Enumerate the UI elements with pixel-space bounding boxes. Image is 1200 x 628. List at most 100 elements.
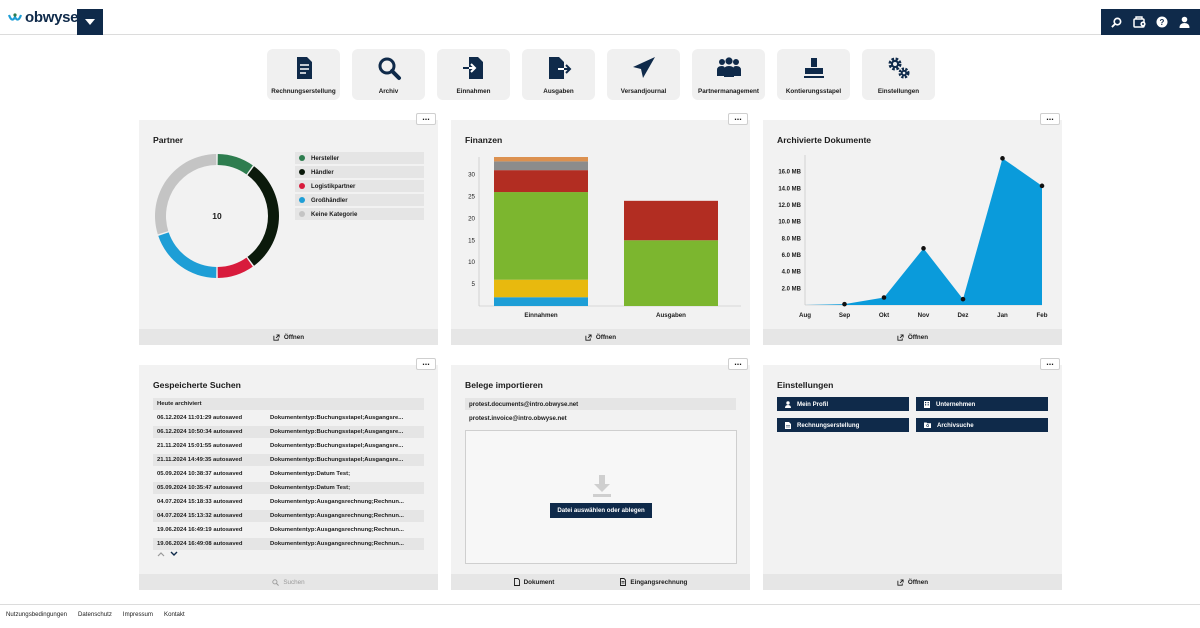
- help-icon[interactable]: ?: [1152, 12, 1172, 32]
- partner-legend: Hersteller Händler Logistikpartner Großh…: [295, 152, 424, 222]
- table-row[interactable]: 06.12.2024 11:01:29 autosaved Dokumentent…: [157, 415, 404, 421]
- legend-item-hersteller[interactable]: Hersteller: [295, 152, 424, 164]
- tile-ausgaben[interactable]: Ausgaben: [522, 49, 595, 100]
- suchen-card-menu-button[interactable]: ...: [416, 358, 436, 370]
- partner-card: ... Partner 10 Hersteller Händler Logist…: [139, 113, 438, 345]
- saved-search-pager: [157, 551, 178, 557]
- rechnungserstellung-settings-button[interactable]: Rechnungserstellung: [777, 418, 909, 432]
- search-icon: [378, 57, 401, 80]
- y-tick-label: 12.0 MB: [778, 203, 801, 209]
- tile-rechnungserstellung[interactable]: Rechnungserstellung: [267, 49, 340, 100]
- quick-access-tiles: Rechnungserstellung Archiv Einnahmen Aus…: [267, 49, 935, 100]
- archiv-card-menu-button[interactable]: ...: [1040, 113, 1060, 125]
- partner-open-button[interactable]: Öffnen: [273, 334, 304, 341]
- footer-link-nutzungsbedingungen[interactable]: Nutzungsbedingungen: [6, 611, 67, 618]
- top-icon-group: ?: [1101, 9, 1200, 35]
- y-tick-label: 16.0 MB: [778, 170, 801, 176]
- einstellungen-card-menu-button[interactable]: ...: [1040, 358, 1060, 370]
- tile-partnermanagement[interactable]: Partnermanagement: [692, 49, 765, 100]
- legend-item-grosshaendler[interactable]: Großhändler: [295, 194, 424, 206]
- legend-dot: [299, 211, 305, 217]
- x-tick-label: Feb: [1036, 312, 1047, 319]
- y-tick-label: 5: [472, 281, 476, 288]
- y-tick-label: 6.0 MB: [782, 253, 802, 259]
- table-row[interactable]: 04.07.2024 15:18:33 autosaved Dokumentent…: [157, 499, 404, 505]
- menu-toggle-button[interactable]: [77, 9, 103, 35]
- partner-card-title: Partner: [153, 135, 184, 145]
- data-point: [960, 296, 966, 302]
- import-email-documents[interactable]: protest.documents@intro.obwyse.net: [465, 398, 736, 410]
- unternehmen-button[interactable]: Unternehmen: [916, 397, 1048, 411]
- suchen-search-button[interactable]: Suchen: [272, 578, 305, 586]
- footer-link-impressum[interactable]: Impressum: [122, 611, 154, 618]
- import-email-invoice[interactable]: protest.invoice@intro.obwyse.net: [469, 414, 567, 422]
- suchen-card: ... Gespeicherte Suchen Heute archiviert…: [139, 358, 438, 590]
- inbox-icon[interactable]: [1129, 12, 1149, 32]
- table-row[interactable]: 19.06.2024 16:49:19 autosaved Dokumentent…: [157, 527, 404, 533]
- external-link-icon: [585, 333, 592, 341]
- table-row[interactable]: 21.11.2024 14:49:35 autosaved Dokumentent…: [153, 454, 424, 466]
- logo-text: obwyse: [25, 9, 79, 26]
- file-select-button[interactable]: Datei auswählen oder ablegen: [550, 503, 652, 518]
- y-tick-label: 10.0 MB: [778, 220, 801, 226]
- tile-einstellungen[interactable]: Einstellungen: [862, 49, 935, 100]
- chevron-up-icon[interactable]: [157, 551, 165, 557]
- finanzen-open-button[interactable]: Öffnen: [585, 334, 616, 341]
- tile-archiv[interactable]: Archiv: [352, 49, 425, 100]
- partner-card-footer: Öffnen: [139, 329, 438, 345]
- search-icon[interactable]: [1106, 12, 1126, 32]
- logo[interactable]: obwyse: [8, 9, 79, 26]
- belege-card-menu-button[interactable]: ...: [728, 358, 748, 370]
- tile-versandjournal[interactable]: Versandjournal: [607, 49, 680, 100]
- y-tick-label: 4.0 MB: [782, 270, 802, 276]
- folder-search-icon: [924, 422, 931, 428]
- document-icon: [785, 421, 791, 429]
- legend-item-keine-kategorie[interactable]: Keine Kategorie: [295, 208, 424, 220]
- area-fill: [805, 158, 1042, 305]
- mein-profil-button[interactable]: Mein Profil: [777, 397, 909, 411]
- y-tick-label: 14.0 MB: [778, 186, 801, 192]
- chevron-down-icon[interactable]: [170, 551, 178, 557]
- belege-card-title: Belege importieren: [465, 380, 543, 390]
- footer-link-kontakt[interactable]: Kontakt: [164, 611, 185, 618]
- footer-link-datenschutz[interactable]: Datenschutz: [78, 611, 112, 618]
- legend-item-logistikpartner[interactable]: Logistikpartner: [295, 180, 424, 192]
- donut-slice-2: [217, 257, 253, 278]
- file-dropzone[interactable]: Datei auswählen oder ablegen: [465, 430, 737, 564]
- data-point: [1039, 183, 1045, 189]
- table-row[interactable]: 19.06.2024 16:49:08 autosaved Dokumentent…: [153, 538, 424, 550]
- partner-card-menu-button[interactable]: ...: [416, 113, 436, 125]
- table-row[interactable]: 06.12.2024 10:50:34 autosaved Dokumentent…: [153, 426, 424, 438]
- tile-kontierungsstapel[interactable]: Kontierungsstapel: [777, 49, 850, 100]
- finanzen-card-menu-button[interactable]: ...: [728, 113, 748, 125]
- dokument-button[interactable]: Dokument: [513, 578, 554, 586]
- table-row[interactable]: 04.07.2024 15:13:32 autosaved Dokumentent…: [153, 510, 424, 522]
- table-row[interactable]: 21.11.2024 15:01:55 autosaved Dokumentent…: [157, 443, 404, 449]
- user-icon[interactable]: [1175, 12, 1195, 32]
- settings-button-grid: Mein Profil Unternehmen Rechnungserstell…: [777, 397, 1048, 432]
- svg-text:?: ?: [1159, 18, 1164, 27]
- legend-dot: [299, 183, 305, 189]
- import-email-list: protest.documents@intro.obwyse.net prote…: [465, 398, 736, 426]
- x-tick-label: Jan: [997, 312, 1008, 319]
- x-tick-label: Aug: [799, 312, 811, 319]
- legend-dot: [299, 155, 305, 161]
- search-icon: [272, 578, 280, 586]
- legend-item-haendler[interactable]: Händler: [295, 166, 424, 178]
- belege-card: ... Belege importieren protest.documents…: [451, 358, 750, 590]
- data-point: [1000, 156, 1005, 161]
- eingangsrechnung-button[interactable]: Eingangsrechnung: [620, 578, 687, 586]
- archiv-open-button[interactable]: Öffnen: [897, 334, 928, 341]
- y-tick-label: 10: [468, 259, 475, 266]
- tile-einnahmen[interactable]: Einnahmen: [437, 49, 510, 100]
- data-point: [921, 246, 926, 251]
- table-row[interactable]: 05.09.2024 10:38:37 autosaved Dokumentent…: [157, 471, 351, 477]
- bar-segment-0-0: [494, 297, 588, 306]
- einstellungen-open-button[interactable]: Öffnen: [897, 579, 928, 586]
- table-row[interactable]: 05.09.2024 10:35:47 autosaved Dokumentent…: [153, 482, 424, 494]
- building-icon: [924, 400, 930, 408]
- archivsuche-button[interactable]: Archivsuche: [916, 418, 1048, 432]
- external-link-icon: [897, 578, 904, 586]
- bar-segment-0-1: [494, 279, 588, 298]
- legend-dot: [299, 169, 305, 175]
